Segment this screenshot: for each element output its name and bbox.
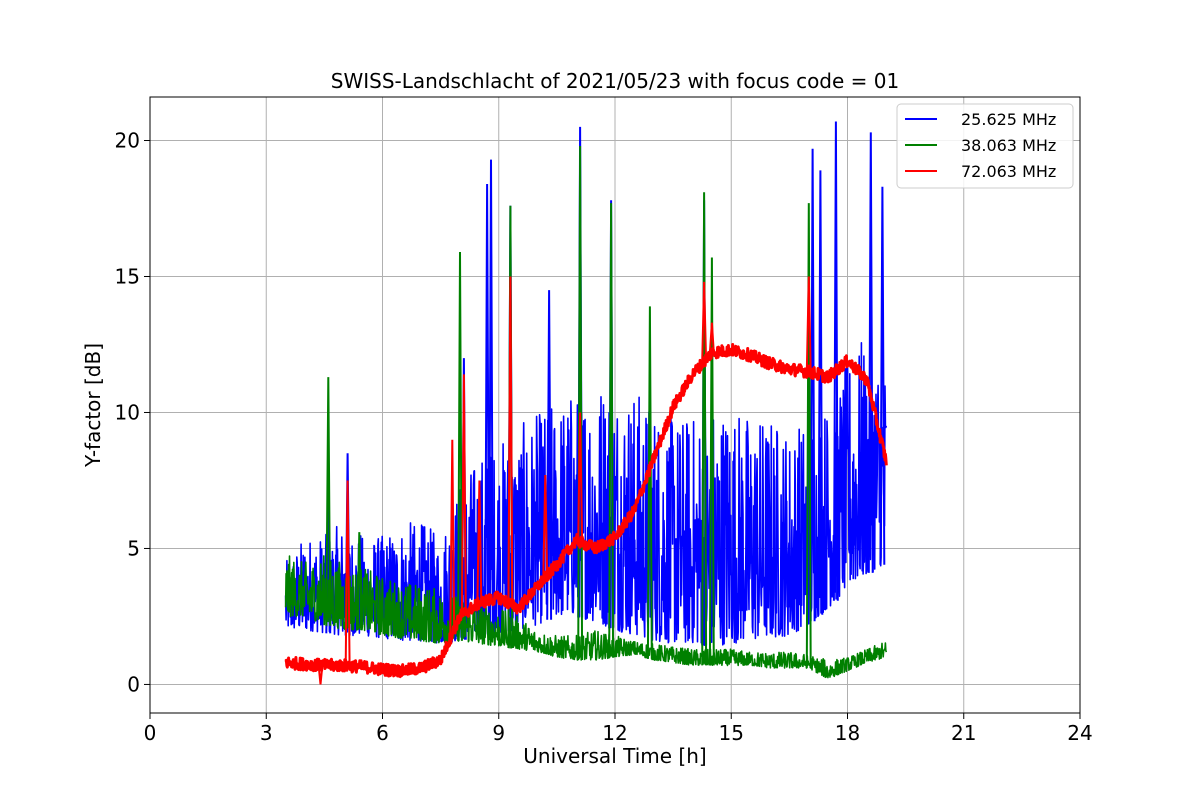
x-tick-label: 15 [719,721,744,745]
y-tick-label: 20 [115,129,140,153]
series-spike [708,257,715,666]
series-spike [577,412,584,542]
series-spike [646,306,653,659]
x-tick-label: 21 [951,721,976,745]
series-line [284,334,888,647]
series-spike [317,665,324,685]
x-tick-label: 6 [376,721,389,745]
series-layer [284,121,888,685]
x-tick-label: 0 [144,721,157,745]
y-tick-label: 0 [127,672,140,696]
series-spike [701,281,708,362]
series-spike [476,480,483,603]
series-line [284,555,888,679]
series-spike [708,322,715,353]
series-spike [449,439,456,634]
x-tick-label: 18 [835,721,860,745]
series-spike [832,121,839,601]
series-3 [284,276,888,685]
series-spike [457,251,463,641]
series-spike [867,132,874,573]
series-spike [701,192,708,666]
ticks: 0 3 6 9 12 15 18 21 24 0 5 10 15 20 [115,129,1093,745]
y-tick-label: 10 [115,400,140,424]
series-spike [325,377,332,626]
series-line [284,343,888,679]
series-spike [805,203,812,669]
plot-area [149,96,1081,714]
series-spike [356,532,363,631]
series-spike [608,203,615,658]
series-spike [344,480,351,666]
series-spike [507,276,514,604]
series-spike [805,276,812,372]
series-spike [546,290,553,620]
x-tick-label: 12 [602,721,627,745]
series-spike [488,159,494,634]
series-spike [542,474,549,578]
legend-entry: 38.063 MHz [961,136,1056,155]
x-axis-label: Universal Time [h] [523,744,706,768]
legend-box [896,103,1074,189]
x-tick-label: 9 [492,721,505,745]
series-spike [809,148,816,622]
series-spike [484,183,491,635]
chart-title: SWISS-Landschlacht of 2021/05/23 with fo… [331,69,899,93]
y-tick-label: 5 [127,536,140,560]
x-tick-label: 3 [260,721,273,745]
legend: 25.625 MHz 38.063 MHz 72.063 MHz [896,103,1074,189]
y-tick-label: 15 [115,264,140,288]
legend-entry: 25.625 MHz [961,110,1056,129]
x-tick-label: 24 [1067,721,1092,745]
series-spike [817,170,824,615]
y-axis-label: Y-factor [dB] [81,343,105,468]
legend-entry: 72.063 MHz [961,162,1056,181]
series-spike [460,374,467,614]
